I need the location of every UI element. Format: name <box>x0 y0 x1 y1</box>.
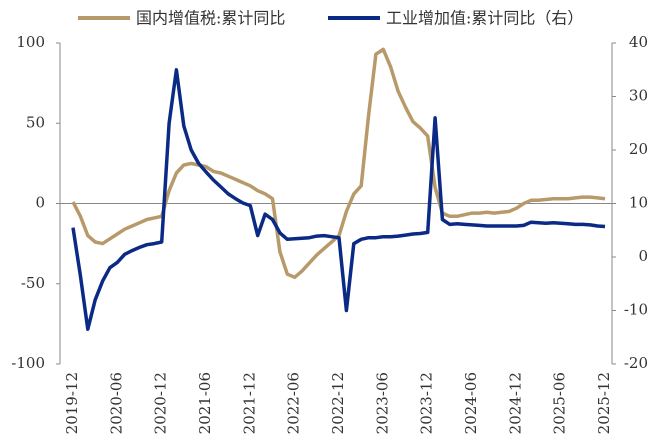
series-line <box>71 68 606 331</box>
y-tick-label: 50 <box>26 113 45 131</box>
y2-tick-label: -10 <box>624 301 648 319</box>
y2-tick-label: 0 <box>638 247 648 265</box>
y-tick-label: -100 <box>11 354 45 372</box>
y2-tick-label: 30 <box>629 87 648 105</box>
x-tick-label: 2024-12 <box>506 372 524 434</box>
y-tick-label: -50 <box>21 274 45 292</box>
x-tick-label: 2025-06 <box>551 372 569 434</box>
y2-tick-label: 10 <box>629 194 648 212</box>
x-tick-label: 2021-06 <box>196 372 214 434</box>
y-tick-label: 100 <box>16 33 45 51</box>
x-tick-label: 2023-06 <box>373 372 391 434</box>
x-tick-label: 2019-12 <box>63 372 81 434</box>
legend-label: 国内增值税:累计同比 <box>136 9 285 28</box>
y2-tick-label: 40 <box>629 33 648 51</box>
y2-tick-label: -20 <box>624 354 648 372</box>
x-tick-label: 2020-06 <box>107 372 125 434</box>
y2-tick-label: 20 <box>629 140 648 158</box>
x-tick-label: 2022-06 <box>285 372 303 434</box>
x-tick-label: 2024-06 <box>462 372 480 434</box>
x-tick-label: 2022-12 <box>329 372 347 434</box>
y-tick-label: 0 <box>35 194 45 212</box>
x-tick-label: 2023-12 <box>418 372 436 434</box>
legend-label: 工业增加值:累计同比（右） <box>386 9 583 28</box>
x-tick-label: 2021-12 <box>240 372 258 434</box>
x-tick-label: 2020-12 <box>152 372 170 434</box>
x-tick-label: 2025-12 <box>595 372 613 434</box>
